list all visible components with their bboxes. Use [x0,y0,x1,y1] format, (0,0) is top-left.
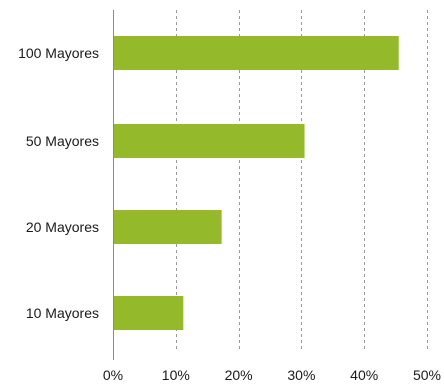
category-labels: 100 Mayores 50 Mayores 20 Mayores 10 Mayore… [18,45,99,321]
x-tick-label: 30% [287,367,315,383]
x-tick-label: 40% [350,367,378,383]
category-label: 100 Mayores [18,45,99,61]
bars [114,36,399,330]
bar-20-mayores [114,210,222,244]
category-label: 10 Mayores [26,305,99,321]
x-tick-label: 20% [225,367,253,383]
x-tick-label: 10% [162,367,190,383]
x-tick-labels: 0% 10% 20% 30% 40% 50% [103,367,441,383]
category-label: 20 Mayores [26,219,99,235]
x-tick-label: 50% [413,367,441,383]
category-label: 50 Mayores [26,133,99,149]
bar-10-mayores [114,296,184,330]
x-tick-label: 0% [103,367,123,383]
bar-100-mayores [114,36,399,70]
bar-50-mayores [114,124,305,158]
